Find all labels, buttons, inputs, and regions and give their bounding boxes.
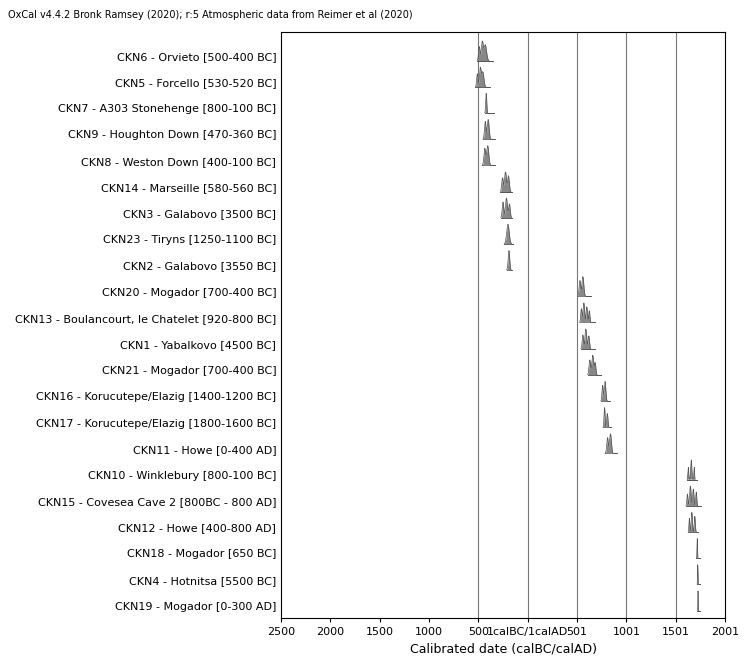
X-axis label: Calibrated date (calBC/calAD): Calibrated date (calBC/calAD) [409, 643, 596, 656]
Text: OxCal v4.4.2 Bronk Ramsey (2020); r:5 Atmospheric data from Reimer et al (2020): OxCal v4.4.2 Bronk Ramsey (2020); r:5 At… [8, 10, 412, 20]
